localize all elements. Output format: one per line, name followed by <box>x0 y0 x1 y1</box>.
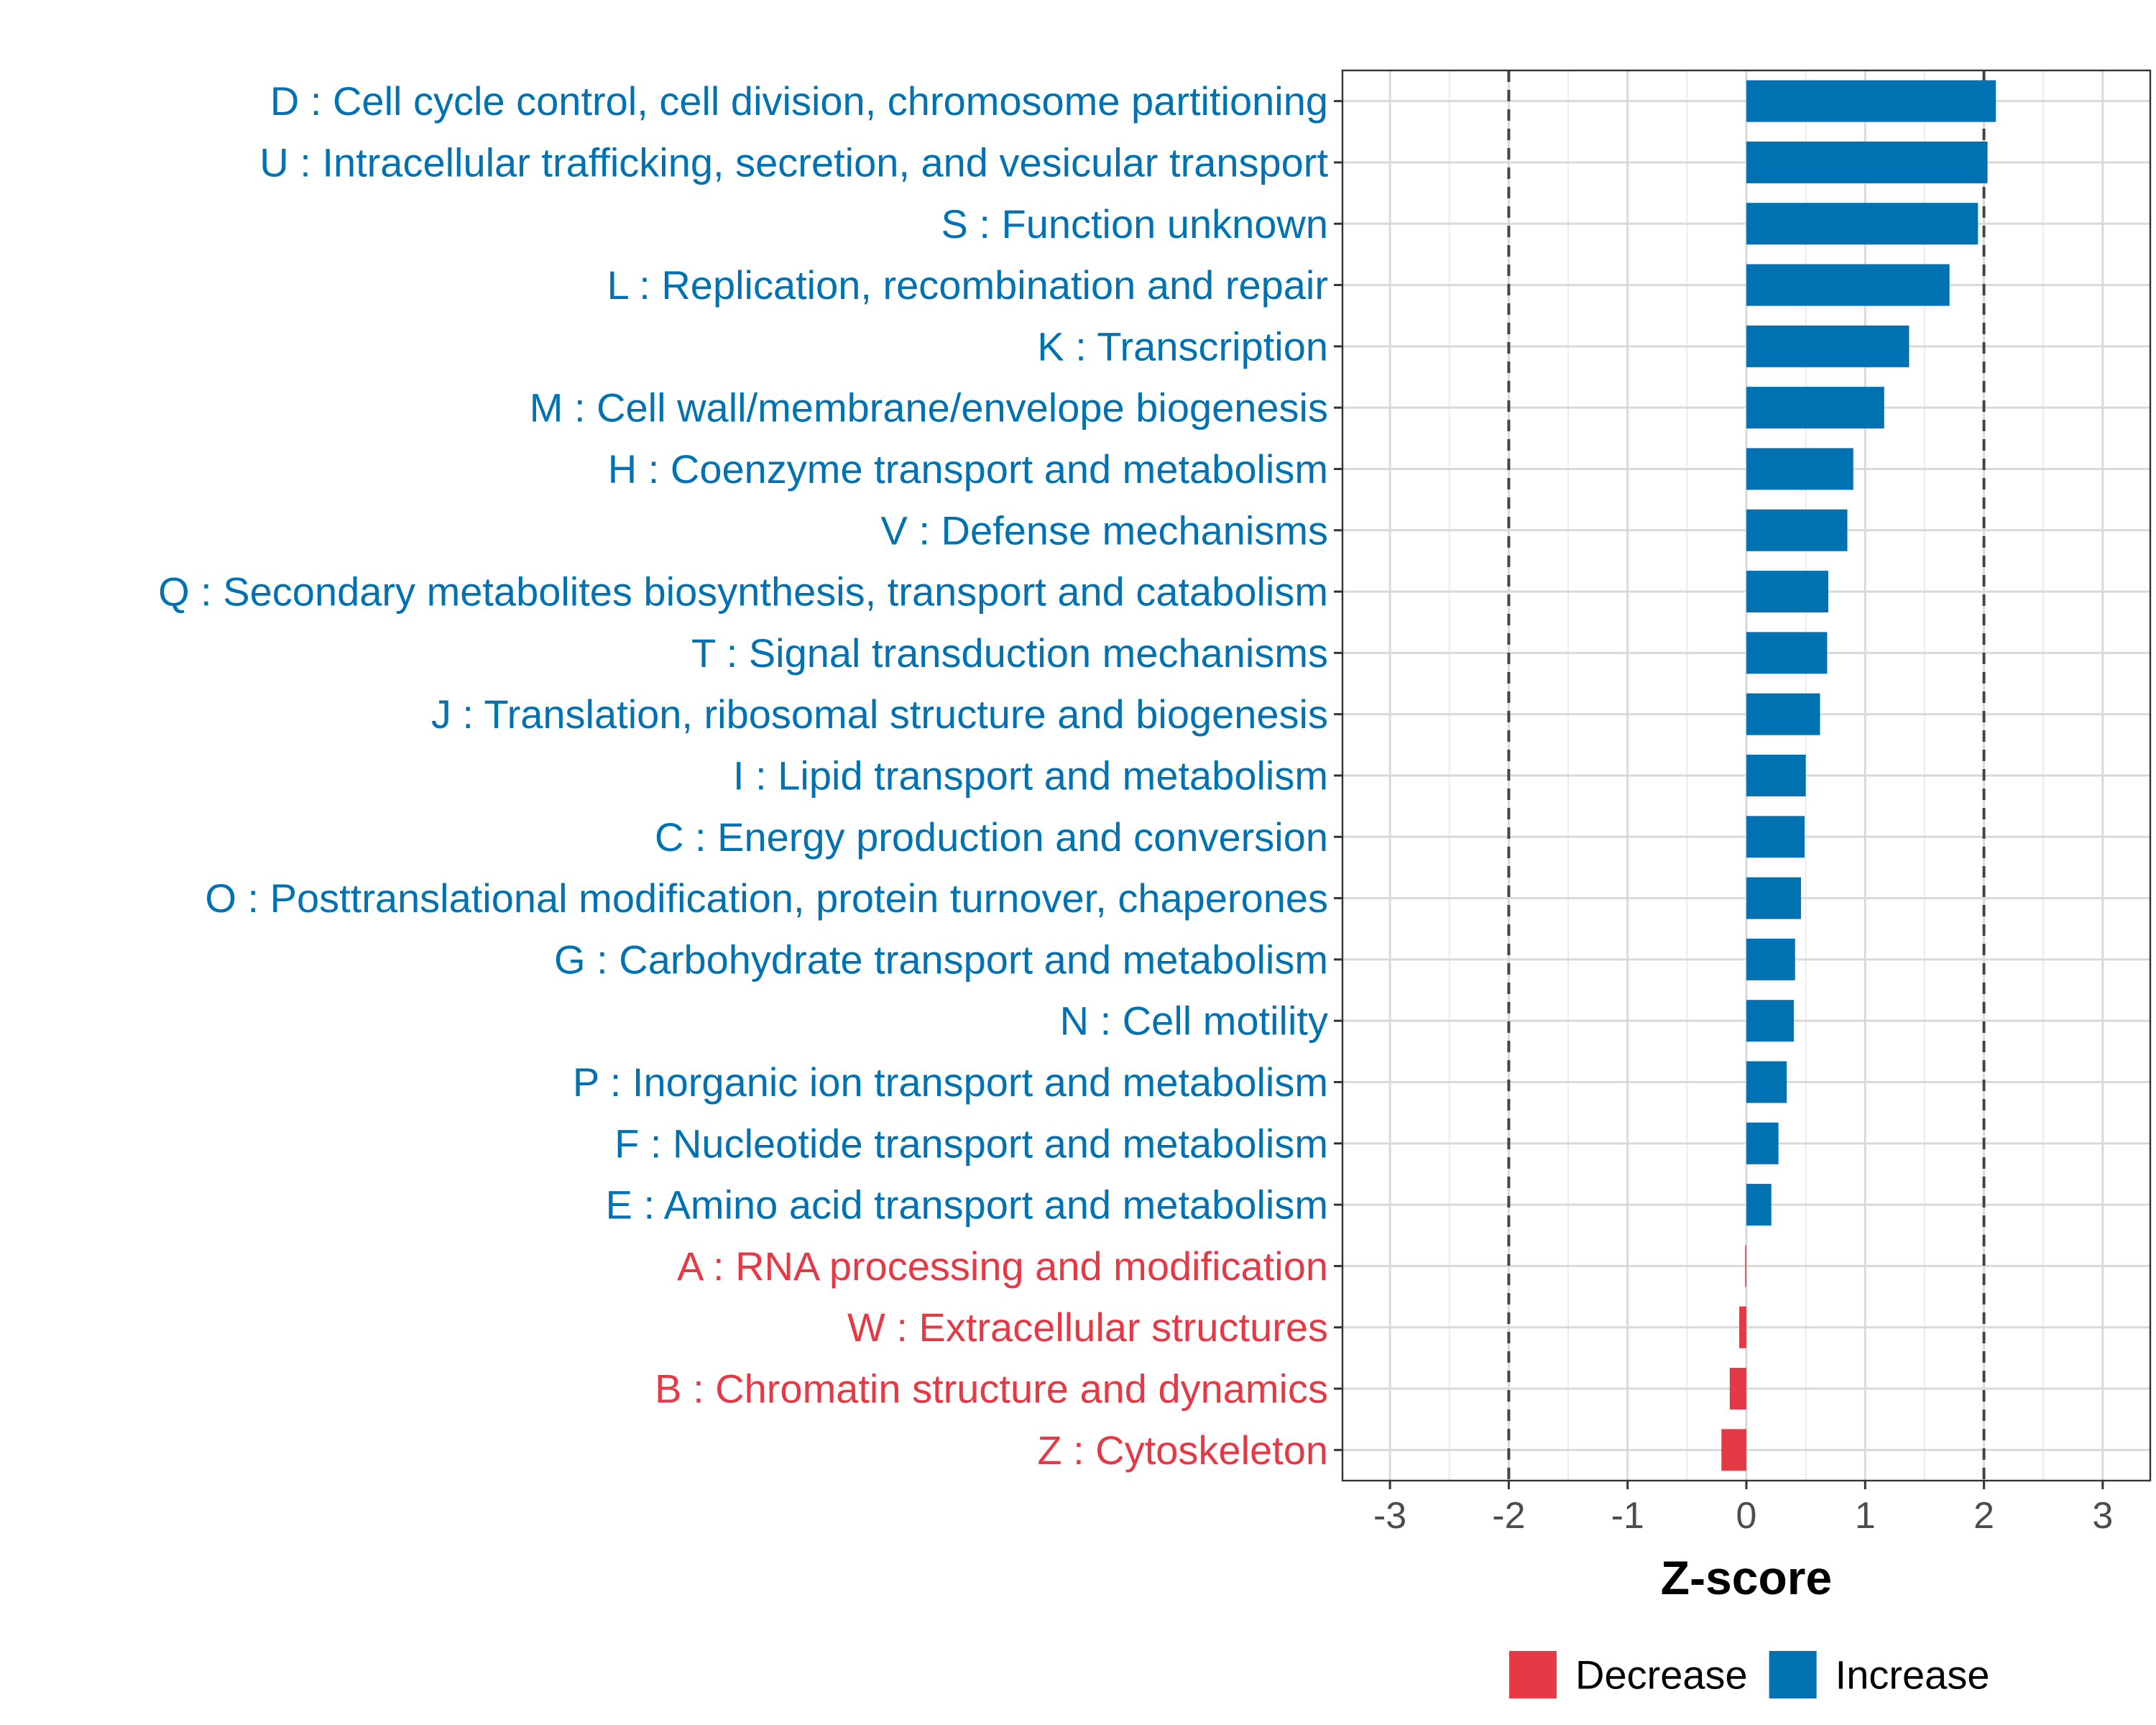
category-label: H : Coenzyme transport and metabolism <box>608 446 1328 492</box>
legend-swatch <box>1769 1651 1817 1698</box>
bar <box>1746 1122 1779 1164</box>
x-tick-label: 2 <box>1973 1495 1994 1537</box>
legend: Decrease Increase <box>1509 1651 1989 1698</box>
category-label: N : Cell motility <box>1060 998 1328 1044</box>
legend-label: Increase <box>1835 1652 1990 1698</box>
category-label: C : Energy production and conversion <box>655 814 1328 860</box>
bars <box>1721 80 1996 1471</box>
bar <box>1746 141 1988 183</box>
category-label: F : Nucleotide transport and metabolism <box>614 1121 1328 1166</box>
category-label: V : Defense mechanisms <box>881 507 1328 553</box>
bar <box>1746 1061 1787 1103</box>
x-tick-labels: -3 -2 -1 0 1 2 3 <box>1373 1495 2113 1537</box>
x-axis-ticks <box>1388 1481 2104 1489</box>
category-label: E : Amino acid transport and metabolism <box>606 1182 1328 1228</box>
y-axis-ticks <box>1334 100 1342 1451</box>
x-axis-title: Z-score <box>1661 1551 1832 1604</box>
category-label: T : Signal transduction mechanisms <box>691 630 1328 676</box>
category-labels: D : Cell cycle control, cell division, c… <box>158 78 1328 1473</box>
category-label: S : Function unknown <box>941 201 1328 247</box>
bar <box>1746 693 1820 735</box>
x-tick-label: 1 <box>1855 1495 1876 1537</box>
bar <box>1746 387 1884 429</box>
category-label: I : Lipid transport and metabolism <box>733 753 1328 799</box>
legend-swatch <box>1509 1651 1557 1698</box>
bar <box>1746 264 1950 306</box>
category-label: G : Carbohydrate transport and metabolis… <box>554 937 1328 982</box>
x-tick-label: -3 <box>1373 1495 1406 1537</box>
bar <box>1746 203 1978 245</box>
bar <box>1729 1368 1746 1410</box>
x-tick-label: 0 <box>1736 1495 1757 1537</box>
category-label: O : Posttranslational modification, prot… <box>205 875 1328 921</box>
legend-label: Decrease <box>1575 1652 1748 1698</box>
bar <box>1746 1000 1795 1042</box>
category-label: Z : Cytoskeleton <box>1037 1427 1328 1473</box>
bar <box>1746 571 1829 613</box>
x-tick-label: -2 <box>1492 1495 1525 1537</box>
category-label: A : RNA processing and modification <box>677 1243 1328 1289</box>
category-label: Q : Secondary metabolites biosynthesis, … <box>158 569 1328 615</box>
bar <box>1745 1245 1746 1287</box>
category-label: P : Inorganic ion transport and metaboli… <box>573 1059 1328 1105</box>
bar <box>1746 816 1805 858</box>
bar <box>1746 325 1909 367</box>
bar <box>1746 1184 1772 1226</box>
category-label: K : Transcription <box>1037 323 1328 369</box>
bar <box>1746 632 1828 674</box>
bar <box>1721 1429 1746 1471</box>
x-tick-label: 3 <box>2092 1495 2113 1537</box>
category-label: J : Translation, ribosomal structure and… <box>431 691 1328 737</box>
x-tick-label: -1 <box>1611 1495 1644 1537</box>
category-label: M : Cell wall/membrane/envelope biogenes… <box>530 385 1328 431</box>
bar <box>1746 938 1795 980</box>
reference-lines <box>1507 70 1986 1481</box>
bar <box>1746 448 1853 490</box>
bar <box>1739 1306 1746 1348</box>
bar <box>1746 80 1996 122</box>
category-label: L : Replication, recombination and repai… <box>607 262 1328 308</box>
category-label: W : Extracellular structures <box>847 1305 1328 1350</box>
category-label: D : Cell cycle control, cell division, c… <box>270 78 1328 124</box>
bar <box>1746 877 1802 919</box>
bar <box>1746 509 1848 551</box>
bar <box>1746 754 1806 797</box>
category-label: U : Intracellular trafficking, secretion… <box>259 139 1328 185</box>
category-label: B : Chromatin structure and dynamics <box>655 1366 1328 1412</box>
